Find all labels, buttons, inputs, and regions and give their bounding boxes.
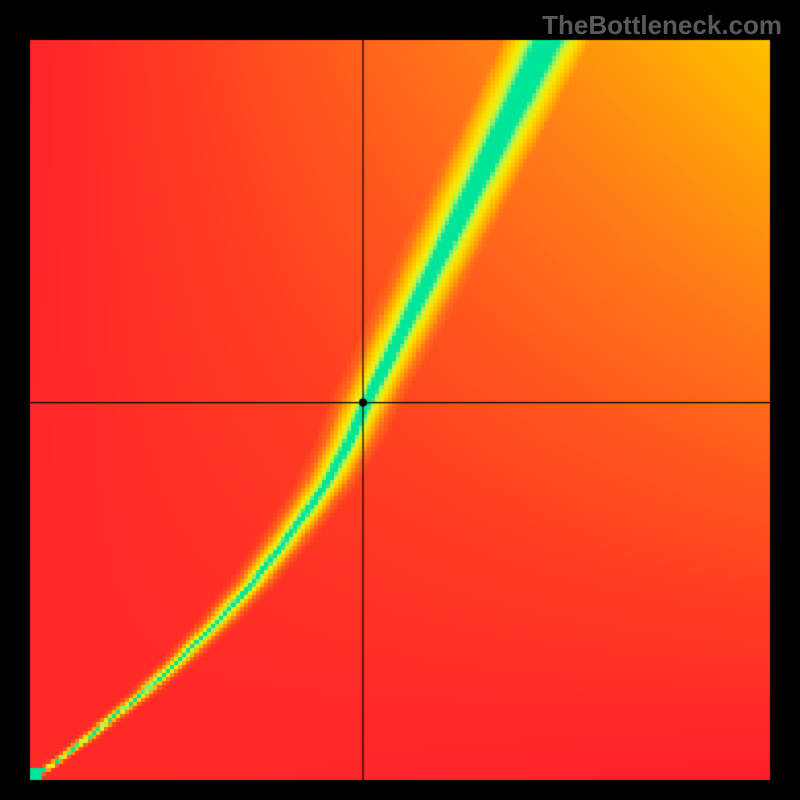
chart-container: TheBottleneck.com (0, 0, 800, 800)
watermark-text: TheBottleneck.com (542, 10, 782, 41)
bottleneck-heatmap (0, 0, 800, 800)
